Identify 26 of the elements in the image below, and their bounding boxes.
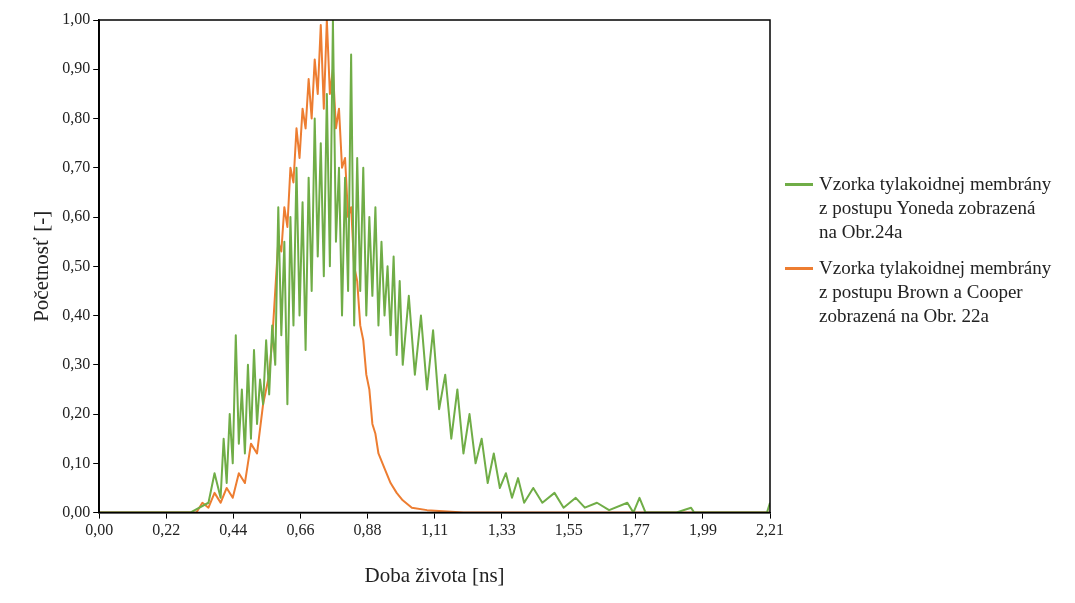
legend-label: Vzorka tylakoidnej membrány z postupu Yoneda zobrazená na Obr.24a <box>819 172 1053 244</box>
x-axis-title: Doba života [ns] <box>364 562 505 587</box>
x-tick-label: 1,99 <box>688 521 717 539</box>
x-tick-label: 1,33 <box>487 521 516 539</box>
y-tick-label: 0,60 <box>62 207 91 225</box>
x-tick-label: 0,44 <box>219 521 248 539</box>
y-tick-label: 1,00 <box>62 10 91 28</box>
legend-label: Vzorka tylakoidnej membrány z postupu Brown a Cooper zobrazená na Obr. 22a <box>819 256 1053 328</box>
y-axis-title: Početnosť [-] <box>29 210 54 322</box>
x-tick-label: 2,21 <box>756 521 784 539</box>
y-tick-label: 0,80 <box>62 108 91 126</box>
y-tick-label: 0,40 <box>62 305 91 323</box>
y-tick-label: 0,90 <box>62 59 91 77</box>
x-tick-label: 0,88 <box>353 521 382 539</box>
x-tick-label: 1,77 <box>621 521 650 539</box>
y-tick-label: 0,20 <box>62 404 91 422</box>
x-tick-label: 0,00 <box>85 521 114 539</box>
y-tick-label: 0,00 <box>62 502 91 520</box>
y-tick-label: 0,30 <box>62 355 91 373</box>
x-tick-label: 1,55 <box>554 521 583 539</box>
x-tick-label: 0,66 <box>286 521 315 539</box>
y-tick-label: 0,70 <box>62 157 91 175</box>
y-tick-label: 0,10 <box>62 453 91 471</box>
x-tick-label: 0,22 <box>152 521 181 539</box>
x-tick-label: 1,11 <box>420 521 449 539</box>
y-tick-label: 0,50 <box>62 256 91 274</box>
